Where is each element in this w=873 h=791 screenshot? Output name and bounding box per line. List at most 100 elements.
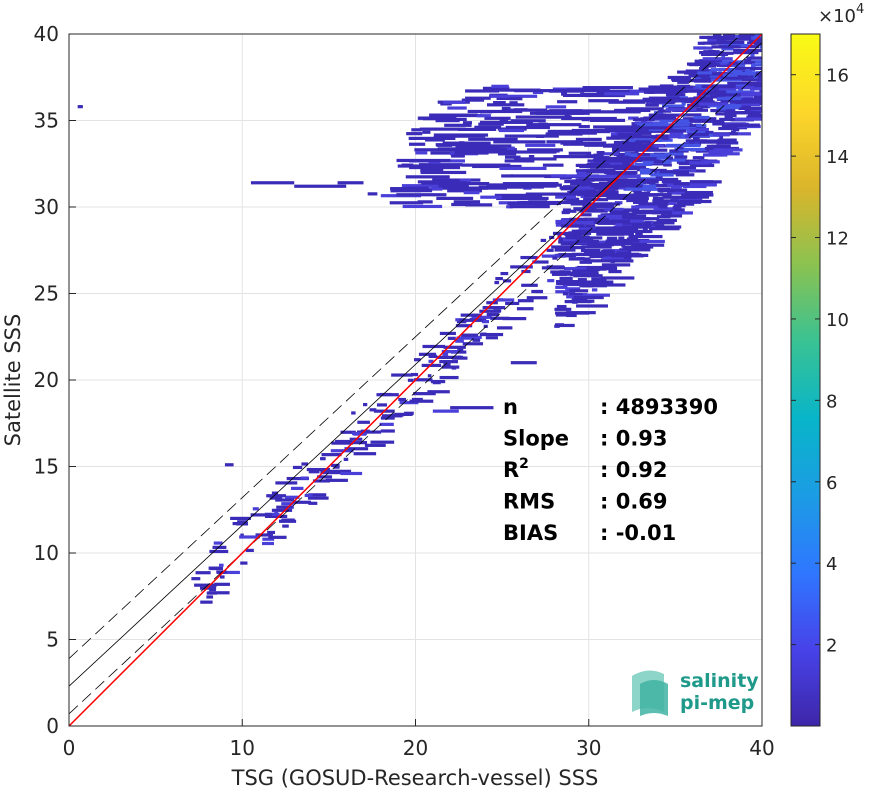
density-cell (658, 109, 672, 113)
density-cell (230, 516, 251, 520)
x-tick-label: 20 (403, 736, 428, 760)
density-cell (734, 100, 762, 104)
density-cell (570, 293, 588, 297)
density-cell (583, 251, 614, 255)
density-cell (267, 530, 276, 535)
density-cell (639, 171, 654, 175)
density-cell (236, 522, 249, 526)
density-cell (413, 378, 433, 382)
density-cell (301, 462, 308, 466)
stat-label-sup: 2 (519, 456, 529, 472)
density-cell (702, 153, 728, 157)
density-cell (632, 211, 667, 215)
density-cell (761, 78, 762, 82)
density-cell (720, 90, 755, 94)
density-cell (461, 163, 511, 167)
density-cell (575, 169, 614, 173)
x-axis-ticks: 0 10 20 30 40 (63, 719, 775, 760)
density-cell (579, 164, 606, 169)
density-cell (596, 150, 605, 155)
density-cell (504, 155, 521, 159)
density-cell (344, 447, 369, 451)
density-cell (565, 235, 585, 240)
density-cell (271, 491, 279, 495)
density-cell (675, 173, 695, 177)
density-cell (308, 470, 320, 474)
density-cell (390, 187, 411, 191)
density-cell (456, 336, 476, 340)
density-cell (662, 104, 685, 108)
density-cell (294, 184, 347, 188)
density-cell (744, 106, 762, 110)
density-cell (611, 219, 629, 223)
density-cell (450, 406, 494, 410)
y-tick-label: 15 (34, 455, 59, 479)
density-cell (554, 307, 572, 311)
density-cell (330, 449, 354, 453)
density-cell (577, 278, 587, 282)
density-cell (510, 119, 546, 123)
density-cell (710, 78, 743, 82)
density-cell (401, 163, 414, 167)
density-cell (439, 375, 459, 380)
density-cell (240, 561, 248, 565)
colorbar-tick-label: 4 (826, 554, 837, 575)
density-cell (720, 75, 754, 79)
density-cell (422, 344, 446, 349)
rms-bound-dashed-line (69, 34, 743, 659)
density-cell (427, 390, 450, 394)
density-cell (633, 191, 651, 195)
density-cell (476, 114, 491, 118)
density-cell (351, 411, 356, 415)
density-cell (462, 342, 484, 346)
density-cell (753, 95, 762, 99)
density-cell (571, 299, 595, 303)
density-cell (550, 174, 600, 178)
density-cell (432, 381, 441, 385)
density-cell (390, 189, 421, 193)
density-cell (532, 260, 549, 264)
x-tick-label: 10 (230, 736, 255, 760)
density-cell (635, 232, 643, 236)
density-cell (718, 126, 740, 131)
density-cell (734, 117, 762, 121)
density-cell (625, 107, 664, 111)
density-cell (625, 214, 635, 219)
density-cell (391, 373, 413, 377)
density-cell (735, 66, 762, 71)
density-cell (586, 162, 610, 167)
density-cell (535, 289, 544, 294)
density-cell (232, 521, 239, 526)
density-cell (292, 500, 311, 504)
density-cell (516, 150, 557, 154)
density-cell (546, 248, 554, 252)
density-cell (466, 144, 512, 148)
density-cell (636, 194, 645, 198)
density-cell (656, 218, 677, 223)
density-cell (632, 214, 647, 218)
density-cell (697, 41, 705, 45)
y-tick-label: 30 (34, 195, 59, 219)
density-cell (484, 116, 511, 120)
density-cell (643, 90, 683, 94)
density-cell (687, 103, 704, 108)
x-tick-label: 30 (576, 736, 601, 760)
density-cell (706, 90, 727, 94)
density-cell (660, 205, 668, 209)
density-cell (420, 170, 467, 175)
density-cell (732, 61, 739, 66)
density-cell (682, 195, 710, 199)
colorbar (790, 33, 821, 727)
density-cell (699, 75, 729, 79)
density-cell (667, 75, 691, 80)
rms-bound-dashed-line (69, 70, 762, 715)
density-cell (555, 280, 582, 284)
density-cell (559, 176, 572, 180)
density-cell (451, 154, 465, 158)
density-cell (582, 86, 633, 90)
density-cell (509, 205, 550, 209)
density-cell (744, 59, 752, 63)
density-cell (623, 187, 658, 191)
density-cell (459, 318, 483, 322)
density-cell (578, 125, 590, 129)
